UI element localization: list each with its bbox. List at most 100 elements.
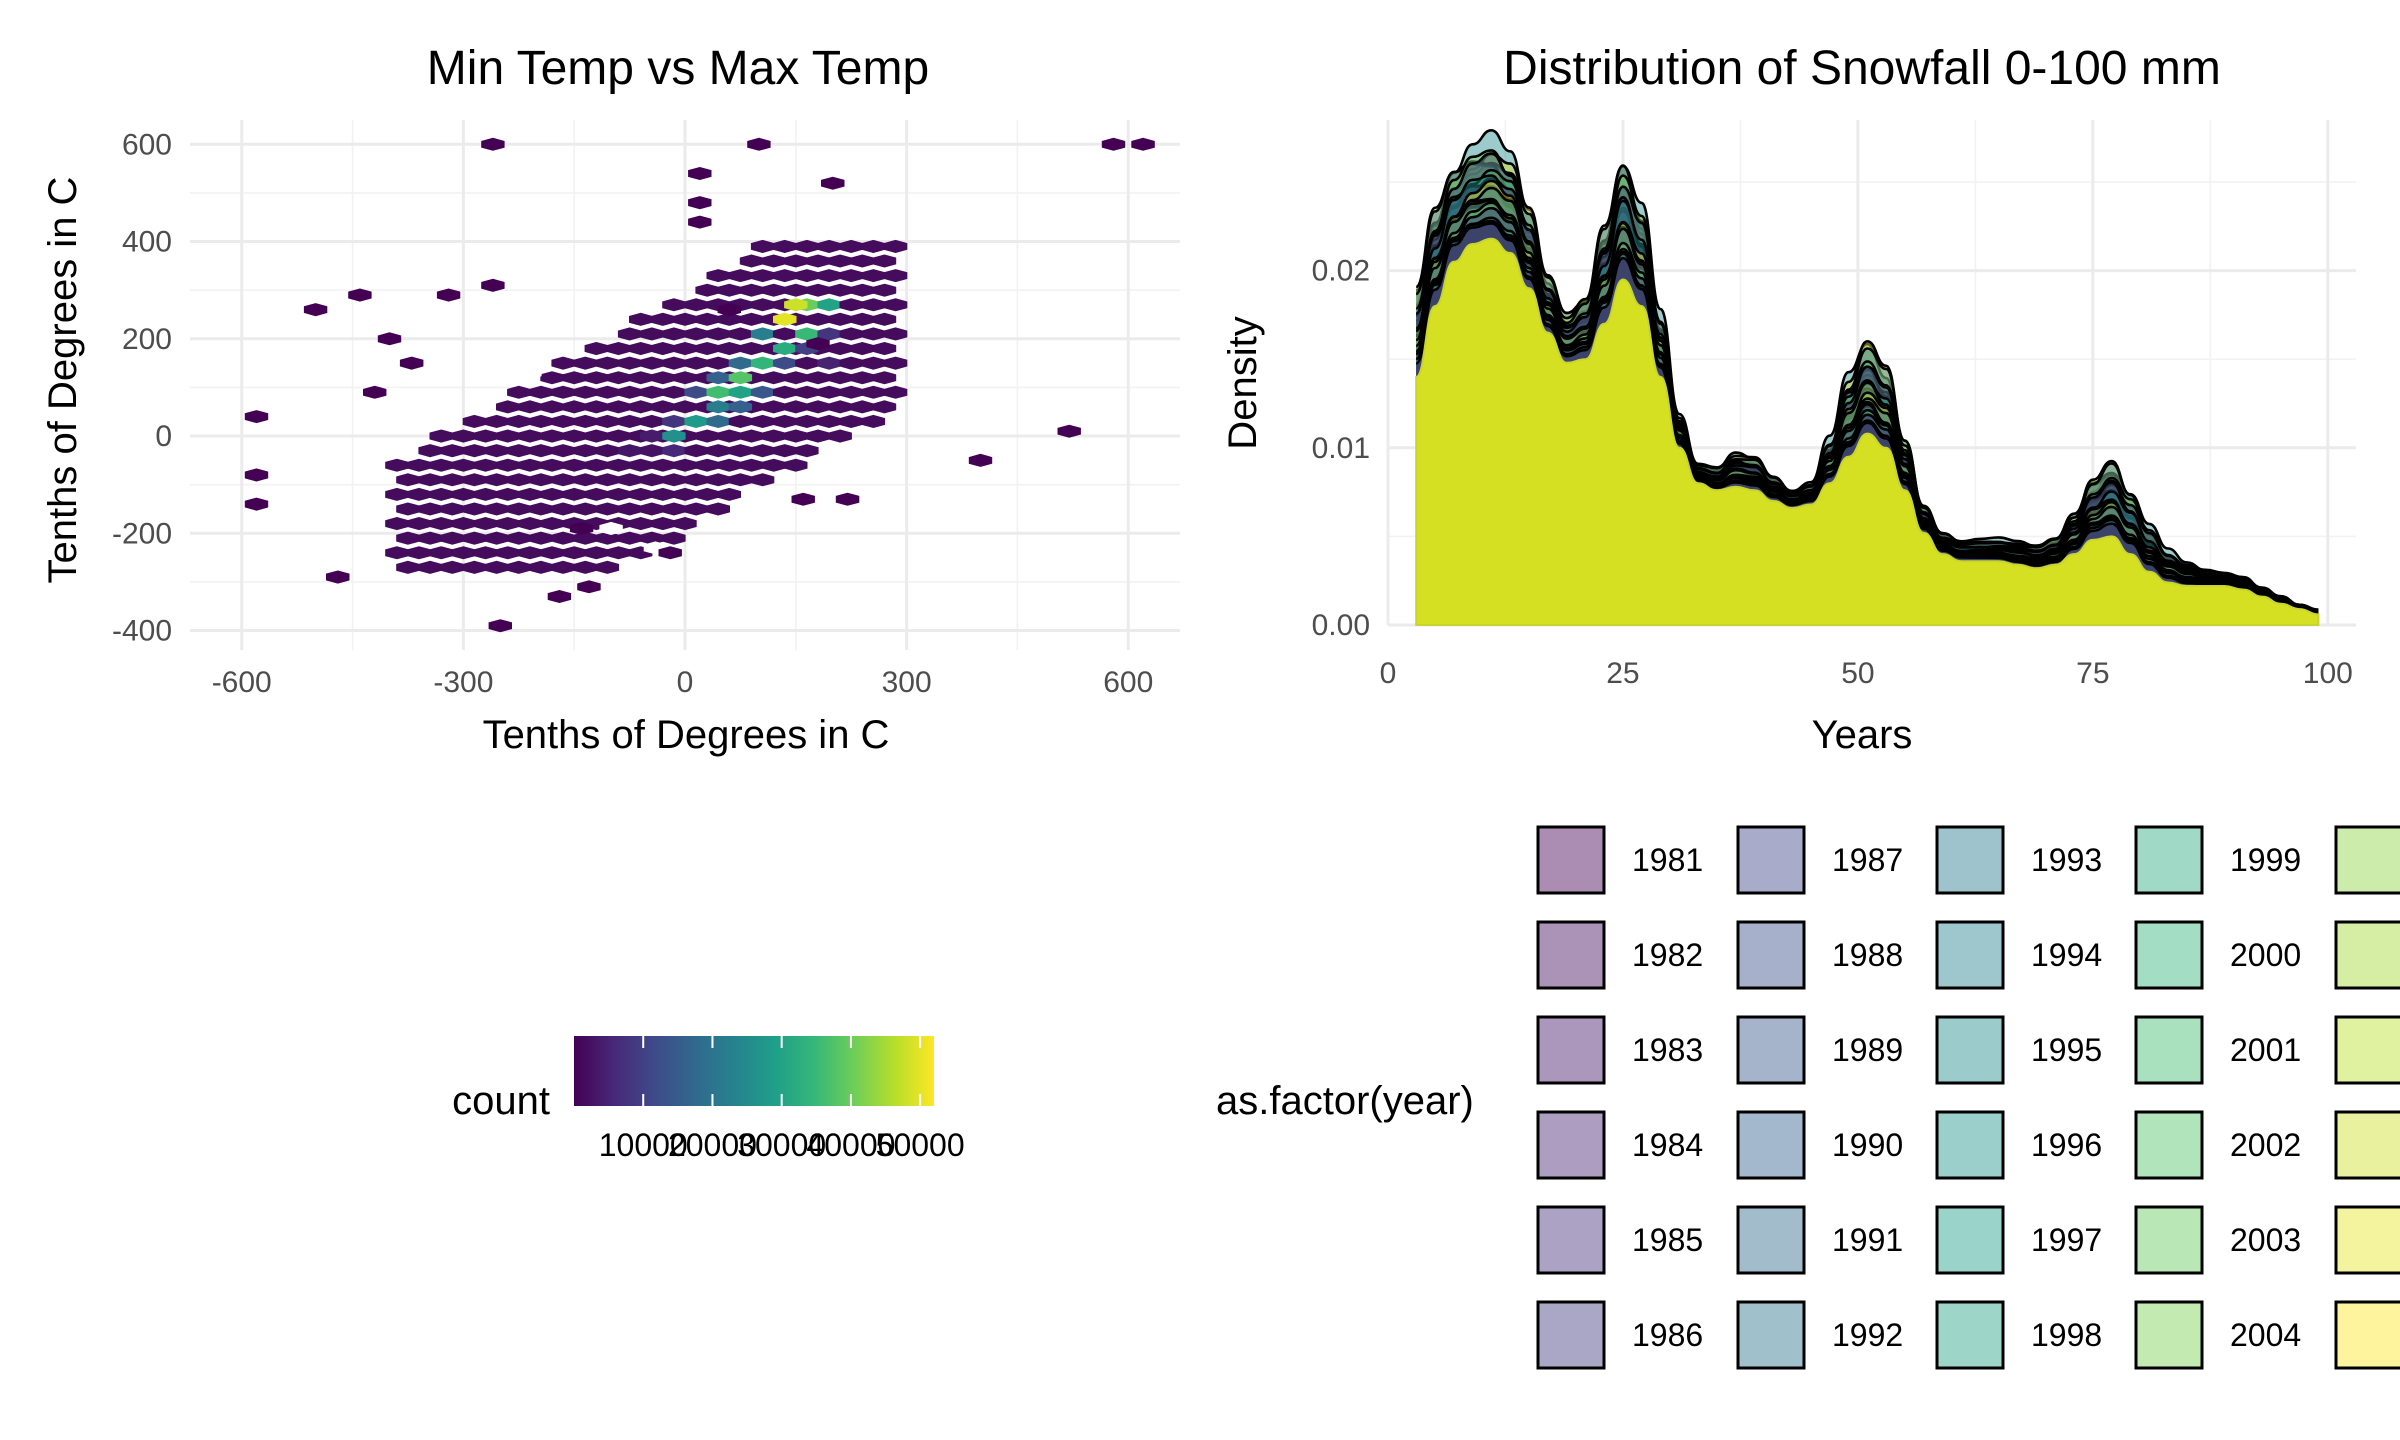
hexbin-cell: [695, 341, 719, 356]
hexbin-cell: [462, 502, 487, 516]
hexbin-cell: [377, 332, 402, 346]
density-curves: [1414, 128, 2320, 626]
hexbin-cell: [883, 356, 908, 370]
hexbin-cell: [968, 453, 993, 467]
hexbin-cell: [662, 298, 686, 312]
hexbin-cell: [1057, 424, 1081, 438]
hexbin-cell: [529, 414, 553, 429]
hexbin-cell: [817, 385, 841, 399]
hexbin-cell: [639, 502, 664, 516]
hexbin-cell: [385, 516, 409, 531]
hexbin-cell: [551, 560, 575, 574]
hexbin-cell: [662, 444, 686, 458]
hexbin-cell: [688, 196, 712, 210]
hexbin-cell: [695, 283, 719, 297]
hexbin-cell: [529, 385, 553, 399]
year-legend-label: 1999: [2230, 842, 2301, 878]
hexbin-cell: [772, 269, 797, 283]
hexbin-cell: [850, 254, 875, 268]
hexbin-cell: [739, 341, 764, 356]
hexbin-cell: [584, 458, 609, 472]
hexbin-cell: [518, 458, 542, 472]
hexbin-cell: [595, 414, 620, 429]
hexbin-cells: [244, 137, 1155, 633]
hexbin-cell: [850, 371, 875, 385]
hexbin-cell: [562, 487, 586, 501]
hexbin-cell: [577, 580, 601, 594]
hexbin-cell: [861, 385, 886, 399]
hexbin-cell: [551, 444, 575, 458]
hexbin-cell: [507, 531, 531, 545]
hexbin-cell: [518, 546, 542, 560]
hexbin-cell: [883, 385, 908, 399]
hexbin-cell: [606, 429, 631, 443]
hexbin-cell: [473, 458, 498, 472]
hexbin-cell: [817, 298, 841, 312]
hexbin-cell: [673, 516, 697, 531]
count-tick-label: 30000: [737, 1127, 826, 1163]
hexbin-cell: [484, 444, 509, 458]
hexbin-cell: [662, 414, 686, 429]
hexbin-cell: [684, 444, 708, 458]
hexbin-cell: [761, 400, 786, 414]
year-legend-label: 1981: [1632, 842, 1703, 878]
hexbin-cell: [673, 341, 697, 356]
hexbin-cell: [872, 371, 897, 385]
hexbin-cell: [688, 215, 712, 229]
hexbin-cell: [717, 341, 742, 356]
hexbin-cell: [385, 487, 409, 501]
year-legend-key: [1536, 1110, 1606, 1180]
hexbin-cell: [750, 473, 775, 487]
year-legend-label: 1986: [1632, 1317, 1703, 1353]
hexbin-cell: [883, 298, 908, 312]
hexbin-cell: [495, 400, 520, 414]
hexbin-cell: [784, 400, 808, 414]
hexbin-cell: [651, 312, 675, 326]
hexbin-cell: [573, 356, 598, 370]
year-legend-key: [1736, 1015, 1806, 1085]
hexbin-cell: [481, 137, 505, 151]
count-colorbar: [574, 1036, 934, 1106]
hexbin-cell: [529, 531, 553, 545]
year-legend-label: 2003: [2230, 1222, 2301, 1258]
hexbin-cell: [673, 487, 697, 501]
year-legend-key: [1935, 1015, 2005, 1085]
year-legend-key: [1935, 1205, 2005, 1275]
hexbin-cell: [750, 327, 775, 341]
hexbin-cell: [418, 444, 442, 458]
hexbin-cell: [839, 414, 863, 429]
hexbin-cell: [817, 239, 841, 254]
hexbin-cell: [828, 283, 852, 297]
hexbin-cell: [396, 531, 420, 545]
hexbin-cell: [484, 531, 509, 545]
hexbin-cell: [540, 487, 564, 501]
hexbin-cell: [828, 312, 852, 326]
hexbin-cell: [529, 444, 553, 458]
year-legend-label: 1984: [1632, 1127, 1703, 1163]
density-x-tick-label: 75: [2076, 657, 2109, 690]
hexbin-cell: [772, 414, 797, 429]
hexbin-cell: [784, 283, 808, 297]
hexbin-cell: [662, 531, 686, 545]
hexbin-cell: [617, 531, 642, 545]
year-legend-key: [1736, 920, 1806, 990]
hexbin-cell: [595, 473, 620, 487]
hexbin-cell: [828, 400, 852, 414]
density-panel: Distribution of Snowfall 0-100 mm 0 25 50 7…: [1221, 42, 2356, 757]
hexbin-cell: [761, 283, 786, 297]
hexbin-cell: [617, 444, 642, 458]
hexbin-cell: [617, 356, 642, 370]
hexbin-cell: [772, 356, 797, 370]
hexbin-cell: [562, 400, 586, 414]
count-tick-label: 20000: [668, 1127, 757, 1163]
hexbin-cell: [348, 288, 372, 302]
count-tick-label: 40000: [806, 1127, 895, 1163]
hexbin-cell: [551, 473, 575, 487]
hexbin-cell: [507, 385, 531, 399]
year-legend-key: [2134, 920, 2204, 990]
hexbin-cell: [518, 429, 542, 443]
hexbin-cell: [429, 487, 453, 501]
hexbin-x-tick-label: 0: [677, 666, 694, 699]
